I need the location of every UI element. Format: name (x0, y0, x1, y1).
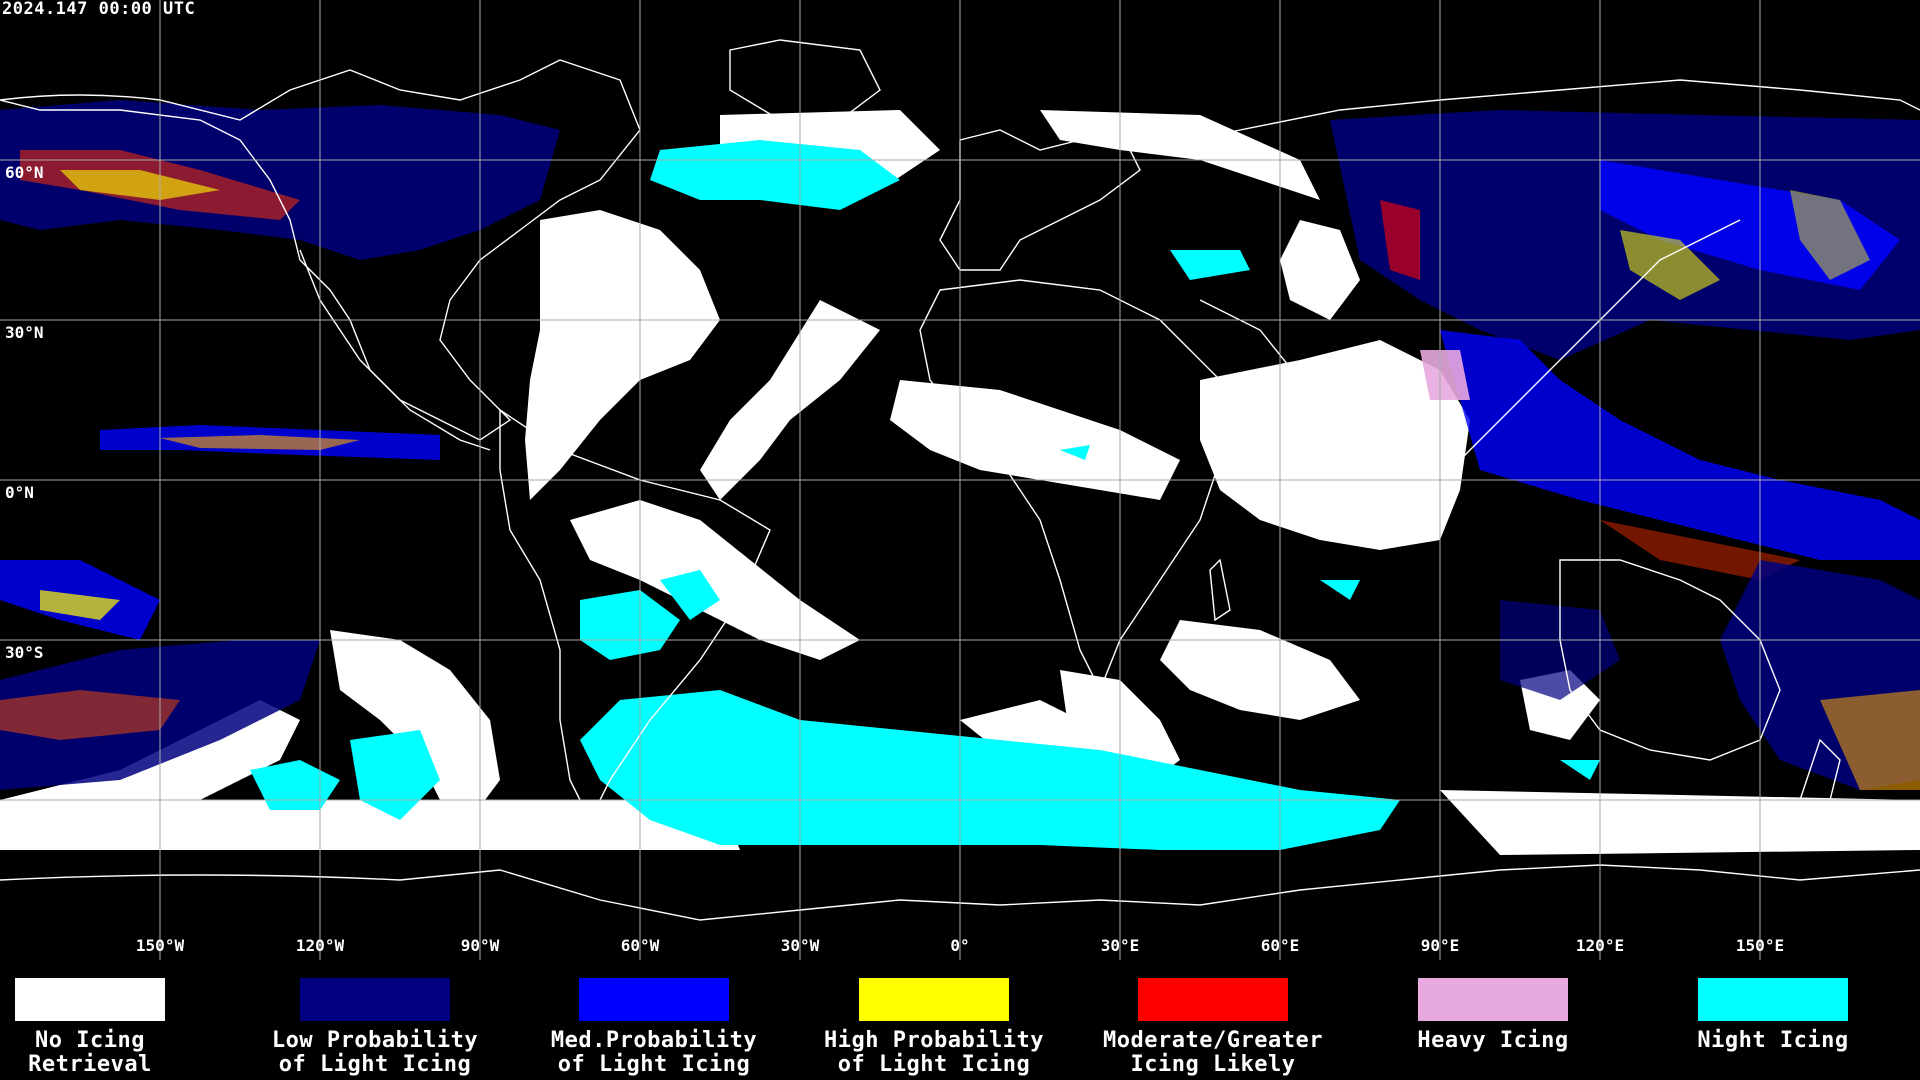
legend-heavy-icing: Heavy Icing (1358, 978, 1628, 1053)
legend-med-probability: Med.Probability of Light Icing (519, 978, 789, 1077)
legend-label: Heavy Icing (1417, 1028, 1569, 1053)
lat-label-60n: 60°N (5, 163, 44, 182)
lon-label-90e: 90°E (1420, 936, 1460, 955)
legend-label: Night Icing (1697, 1028, 1849, 1053)
lon-label-60e: 60°E (1260, 936, 1300, 955)
lon-label-90w: 90°W (460, 936, 500, 955)
icing-map (0, 0, 1920, 960)
lon-label-120w: 120°W (295, 936, 345, 955)
legend-low-probability: Low Probability of Light Icing (240, 978, 510, 1077)
legend-swatch (15, 978, 165, 1021)
lon-label-150e: 150°E (1735, 936, 1785, 955)
graticule-grid (0, 0, 1920, 960)
legend-swatch (1418, 978, 1568, 1021)
legend-label: No Icing Retrieval (28, 1028, 152, 1077)
lon-label-150w: 150°W (135, 936, 185, 955)
legend-night-icing: Night Icing (1638, 978, 1908, 1053)
legend-no-icing: No Icing Retrieval (0, 978, 225, 1077)
legend-label: High Probability of Light Icing (824, 1028, 1044, 1077)
legend-label: Med.Probability of Light Icing (550, 1028, 758, 1077)
timestamp: 2024.147 00:00 UTC (2, 0, 196, 19)
lon-label-0: 0° (950, 936, 970, 955)
legend-label: Moderate/Greater Icing Likely (1103, 1028, 1323, 1077)
lat-label-30n: 30°N (5, 323, 44, 342)
legend-high-probability: High Probability of Light Icing (799, 978, 1069, 1077)
legend-swatch (859, 978, 1009, 1021)
legend-label: Low Probability of Light Icing (271, 1028, 479, 1077)
lon-label-120e: 120°E (1575, 936, 1625, 955)
lat-label-30s: 30°S (5, 643, 44, 662)
legend-moderate-greater: Moderate/Greater Icing Likely (1078, 978, 1348, 1077)
night-icing-cyan (250, 140, 1600, 850)
legend-swatch (579, 978, 729, 1021)
lon-label-30w: 30°W (780, 936, 820, 955)
lat-label-0n: 0°N (5, 483, 34, 502)
lon-label-60w: 60°W (620, 936, 660, 955)
legend-swatch (1698, 978, 1848, 1021)
legend-swatch (1138, 978, 1288, 1021)
legend-swatch (300, 978, 450, 1021)
lon-label-30e: 30°E (1100, 936, 1140, 955)
